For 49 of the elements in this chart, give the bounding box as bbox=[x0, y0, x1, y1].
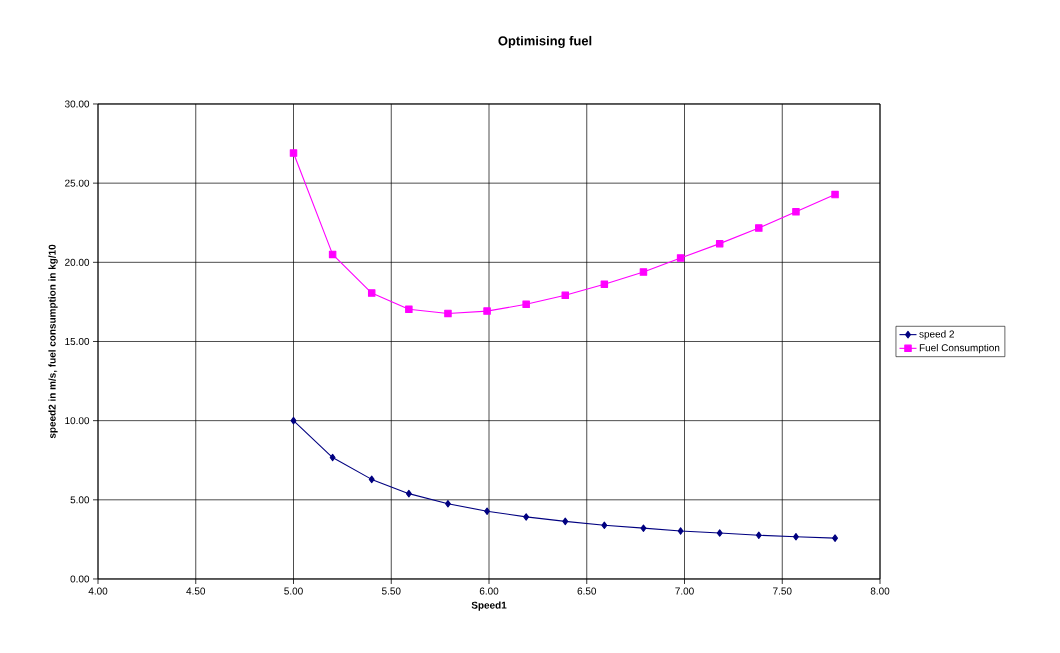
legend-label: speed 2 bbox=[919, 330, 954, 340]
point bbox=[523, 513, 530, 521]
point bbox=[715, 239, 724, 248]
point bbox=[792, 208, 800, 216]
y-tick-label: 20.00 bbox=[65, 258, 90, 266]
point bbox=[640, 524, 647, 532]
x-tick-label: 4.00 bbox=[88, 587, 108, 595]
point bbox=[832, 534, 838, 542]
y-tick-label: 10.00 bbox=[65, 417, 90, 425]
point bbox=[639, 268, 648, 276]
point bbox=[755, 224, 763, 232]
x-tick-label: 6.00 bbox=[479, 587, 499, 595]
point bbox=[561, 291, 569, 299]
y-tick-label: 30.00 bbox=[64, 100, 90, 108]
x-tick-label: 7.50 bbox=[773, 587, 792, 595]
point bbox=[677, 527, 684, 535]
point bbox=[755, 531, 762, 540]
point bbox=[329, 453, 336, 462]
point bbox=[716, 529, 723, 537]
y-axis-title: speed2 in m/s, fuel consumption in kg/10 bbox=[48, 244, 58, 439]
point bbox=[484, 507, 490, 515]
y-tick-label: 25.00 bbox=[65, 179, 90, 187]
point bbox=[831, 190, 839, 199]
legend-label: Fuel Consumption bbox=[919, 343, 1000, 354]
chart-title: Optimising fuel bbox=[498, 35, 592, 49]
x-tick-label: 7.00 bbox=[675, 587, 694, 595]
point bbox=[444, 309, 452, 318]
point bbox=[483, 307, 491, 315]
point bbox=[562, 517, 569, 526]
y-tick-label: 5.00 bbox=[70, 496, 90, 504]
x-tick-label: 4.50 bbox=[186, 587, 206, 595]
point bbox=[367, 289, 376, 297]
x-tick-label: 5.00 bbox=[284, 587, 303, 595]
x-tick-label: 5.50 bbox=[381, 587, 401, 595]
y-tick-label: 0.00 bbox=[70, 575, 90, 583]
y-tick-label: 15.00 bbox=[65, 337, 90, 346]
x-tick-label: 6.50 bbox=[577, 587, 597, 595]
point bbox=[289, 149, 298, 157]
point bbox=[405, 489, 412, 498]
x-axis-title: Speed1 bbox=[471, 601, 507, 611]
point bbox=[601, 521, 608, 530]
x-tick-label: 8.00 bbox=[870, 587, 890, 595]
point bbox=[405, 305, 413, 313]
point bbox=[600, 280, 609, 288]
point bbox=[676, 254, 685, 262]
point bbox=[290, 416, 297, 425]
point bbox=[522, 300, 530, 309]
point bbox=[368, 475, 375, 484]
point bbox=[445, 500, 451, 508]
